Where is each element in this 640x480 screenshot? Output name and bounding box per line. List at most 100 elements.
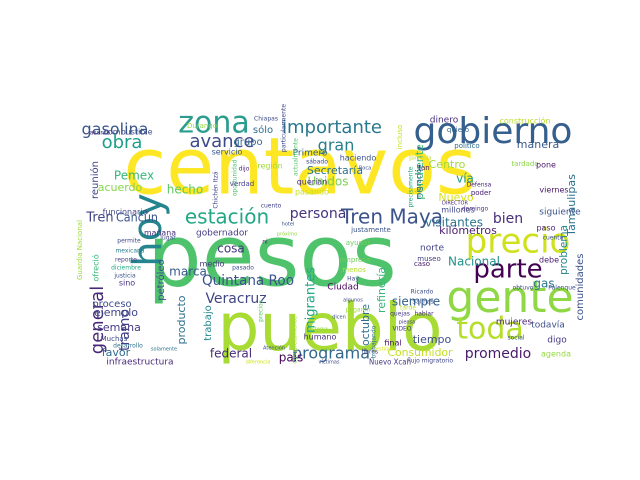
- word-cloud-word: construcción: [499, 116, 550, 126]
- word-cloud-word: permite: [117, 238, 141, 245]
- word-cloud-word: completamente: [292, 316, 299, 364]
- word-cloud-word: viernes: [539, 186, 568, 195]
- word-cloud-word: Veracruz: [205, 291, 266, 307]
- word-cloud-word: petróleo: [155, 259, 167, 300]
- word-cloud-word: dicen: [332, 315, 346, 321]
- word-cloud-word: importante: [282, 117, 382, 138]
- word-cloud-word: gobierno: [414, 111, 573, 152]
- word-cloud-word: museo: [417, 255, 441, 263]
- word-cloud-word: Primero: [293, 149, 328, 159]
- word-cloud-word: bien: [493, 211, 523, 227]
- word-cloud-word: ayudar: [346, 239, 371, 247]
- word-cloud-word: tardado: [511, 160, 538, 168]
- word-cloud-word: social: [507, 335, 524, 342]
- word-cloud-word: Consumidor: [388, 346, 453, 359]
- word-cloud-word: asunto: [90, 130, 111, 137]
- word-cloud-word: ejemplo: [94, 306, 138, 319]
- word-cloud-word: federal: [210, 347, 252, 361]
- word-cloud-word: funcionario: [103, 208, 148, 217]
- word-cloud-word: migración: [415, 165, 423, 200]
- word-cloud-word: verdad: [230, 180, 254, 188]
- word-cloud-word: empresa: [340, 256, 371, 264]
- word-cloud-word: dinero: [430, 116, 459, 126]
- word-cloud-word: Pemex: [114, 169, 154, 183]
- word-cloud-word: siguiente: [539, 208, 581, 218]
- word-cloud-word: avance: [189, 131, 254, 152]
- word-cloud-word: hecho: [167, 183, 204, 197]
- word-cloud-word: reunión: [89, 161, 101, 199]
- word-cloud-word: grupo: [233, 137, 262, 148]
- word-cloud-word: Centro: [429, 158, 466, 171]
- word-cloud-word: combustible: [104, 128, 153, 137]
- word-cloud-word: kilómetros: [439, 224, 497, 237]
- word-cloud-word: víctimas: [319, 359, 340, 366]
- word-cloud-word: pueblo: [218, 289, 443, 366]
- word-cloud-word: Hay: [347, 276, 359, 283]
- word-cloud-word: proceso: [92, 299, 131, 310]
- word-cloud-word: justamente: [350, 226, 391, 234]
- word-cloud-word: Chiapas: [254, 116, 278, 123]
- word-cloud-word: infraestructura: [106, 358, 173, 368]
- word-cloud-word: haciendo: [340, 154, 377, 163]
- word-cloud-word: persona: [290, 206, 347, 222]
- word-cloud-word: digo: [547, 336, 567, 346]
- word-cloud-word: Chichén Itzá: [213, 171, 220, 208]
- word-cloud-word: gasolina: [82, 120, 149, 139]
- word-cloud-word: obtuvo: [513, 285, 534, 292]
- word-cloud-word: medio: [200, 260, 225, 269]
- word-cloud-word: justicia: [113, 273, 136, 280]
- word-cloud-word: humano: [304, 333, 337, 342]
- word-cloud-word: Cancún: [116, 211, 158, 225]
- word-cloud-word: próximo: [277, 231, 297, 238]
- word-cloud-word: diferencia: [246, 360, 271, 366]
- word-cloud-word: pone: [536, 161, 556, 170]
- word-cloud-word: gas: [533, 277, 554, 291]
- word-cloud-word: reporte: [115, 257, 137, 264]
- word-cloud-word: programa: [292, 344, 370, 363]
- word-cloud-word: diciembre: [111, 265, 141, 272]
- word-cloud-word: región: [257, 161, 282, 171]
- word-cloud-word: Tamaulipas: [565, 174, 578, 237]
- word-cloud-word: Guardia Nacional: [76, 220, 84, 280]
- word-cloud-word: VIDEO: [392, 326, 411, 333]
- word-cloud-word: precio: [466, 222, 571, 262]
- word-cloud-word: mañana: [144, 229, 176, 238]
- word-cloud-word: piensa: [399, 320, 415, 326]
- word-cloud-word: poder: [471, 189, 491, 197]
- word-cloud-word: promedio: [465, 346, 532, 362]
- word-cloud-word: sábado: [306, 159, 328, 166]
- word-cloud-word: precios: [258, 300, 265, 322]
- word-cloud-word: estación: [185, 205, 269, 229]
- word-cloud-word: pendiente: [413, 144, 426, 200]
- word-cloud-word: particularmente: [281, 104, 288, 152]
- word-cloud-word: cosa: [217, 242, 245, 256]
- word-cloud-word: DIRECTOR: [442, 201, 468, 207]
- word-cloud-word: octubre: [359, 304, 372, 346]
- word-cloud-word: sistema: [308, 327, 328, 333]
- word-cloud-word: hablar: [414, 311, 434, 318]
- word-cloud-word: flujo migratorio: [407, 358, 453, 365]
- word-cloud-word: mexicana: [115, 248, 144, 255]
- word-cloud-word: político: [454, 142, 479, 150]
- word-cloud-word: tiempo: [413, 333, 452, 346]
- word-cloud-word: sólo: [253, 124, 273, 136]
- word-cloud-word: manera: [517, 138, 559, 151]
- word-cloud-word: Ricardo: [411, 289, 434, 296]
- word-cloud-word: hoy: [125, 193, 171, 267]
- word-cloud-word: servicio: [212, 148, 243, 157]
- word-cloud-word: pasando: [295, 188, 329, 197]
- word-cloud-word: Quintana Roo: [202, 273, 294, 289]
- word-cloud-word: vía: [456, 172, 474, 186]
- word-cloud-word: domingo: [462, 206, 489, 213]
- word-cloud-word: Salinas: [412, 299, 433, 306]
- word-cloud-word: pesos: [147, 206, 397, 306]
- word-cloud-word: Durango: [187, 122, 217, 130]
- word-cloud-word: norte: [420, 244, 444, 254]
- word-cloud-word: comunidades: [575, 254, 586, 321]
- word-cloud-word: Tren: [85, 211, 113, 226]
- word-cloud-word: pasado: [232, 265, 254, 272]
- word-cloud-word: todavía: [531, 321, 565, 331]
- word-cloud-word: final: [384, 339, 401, 348]
